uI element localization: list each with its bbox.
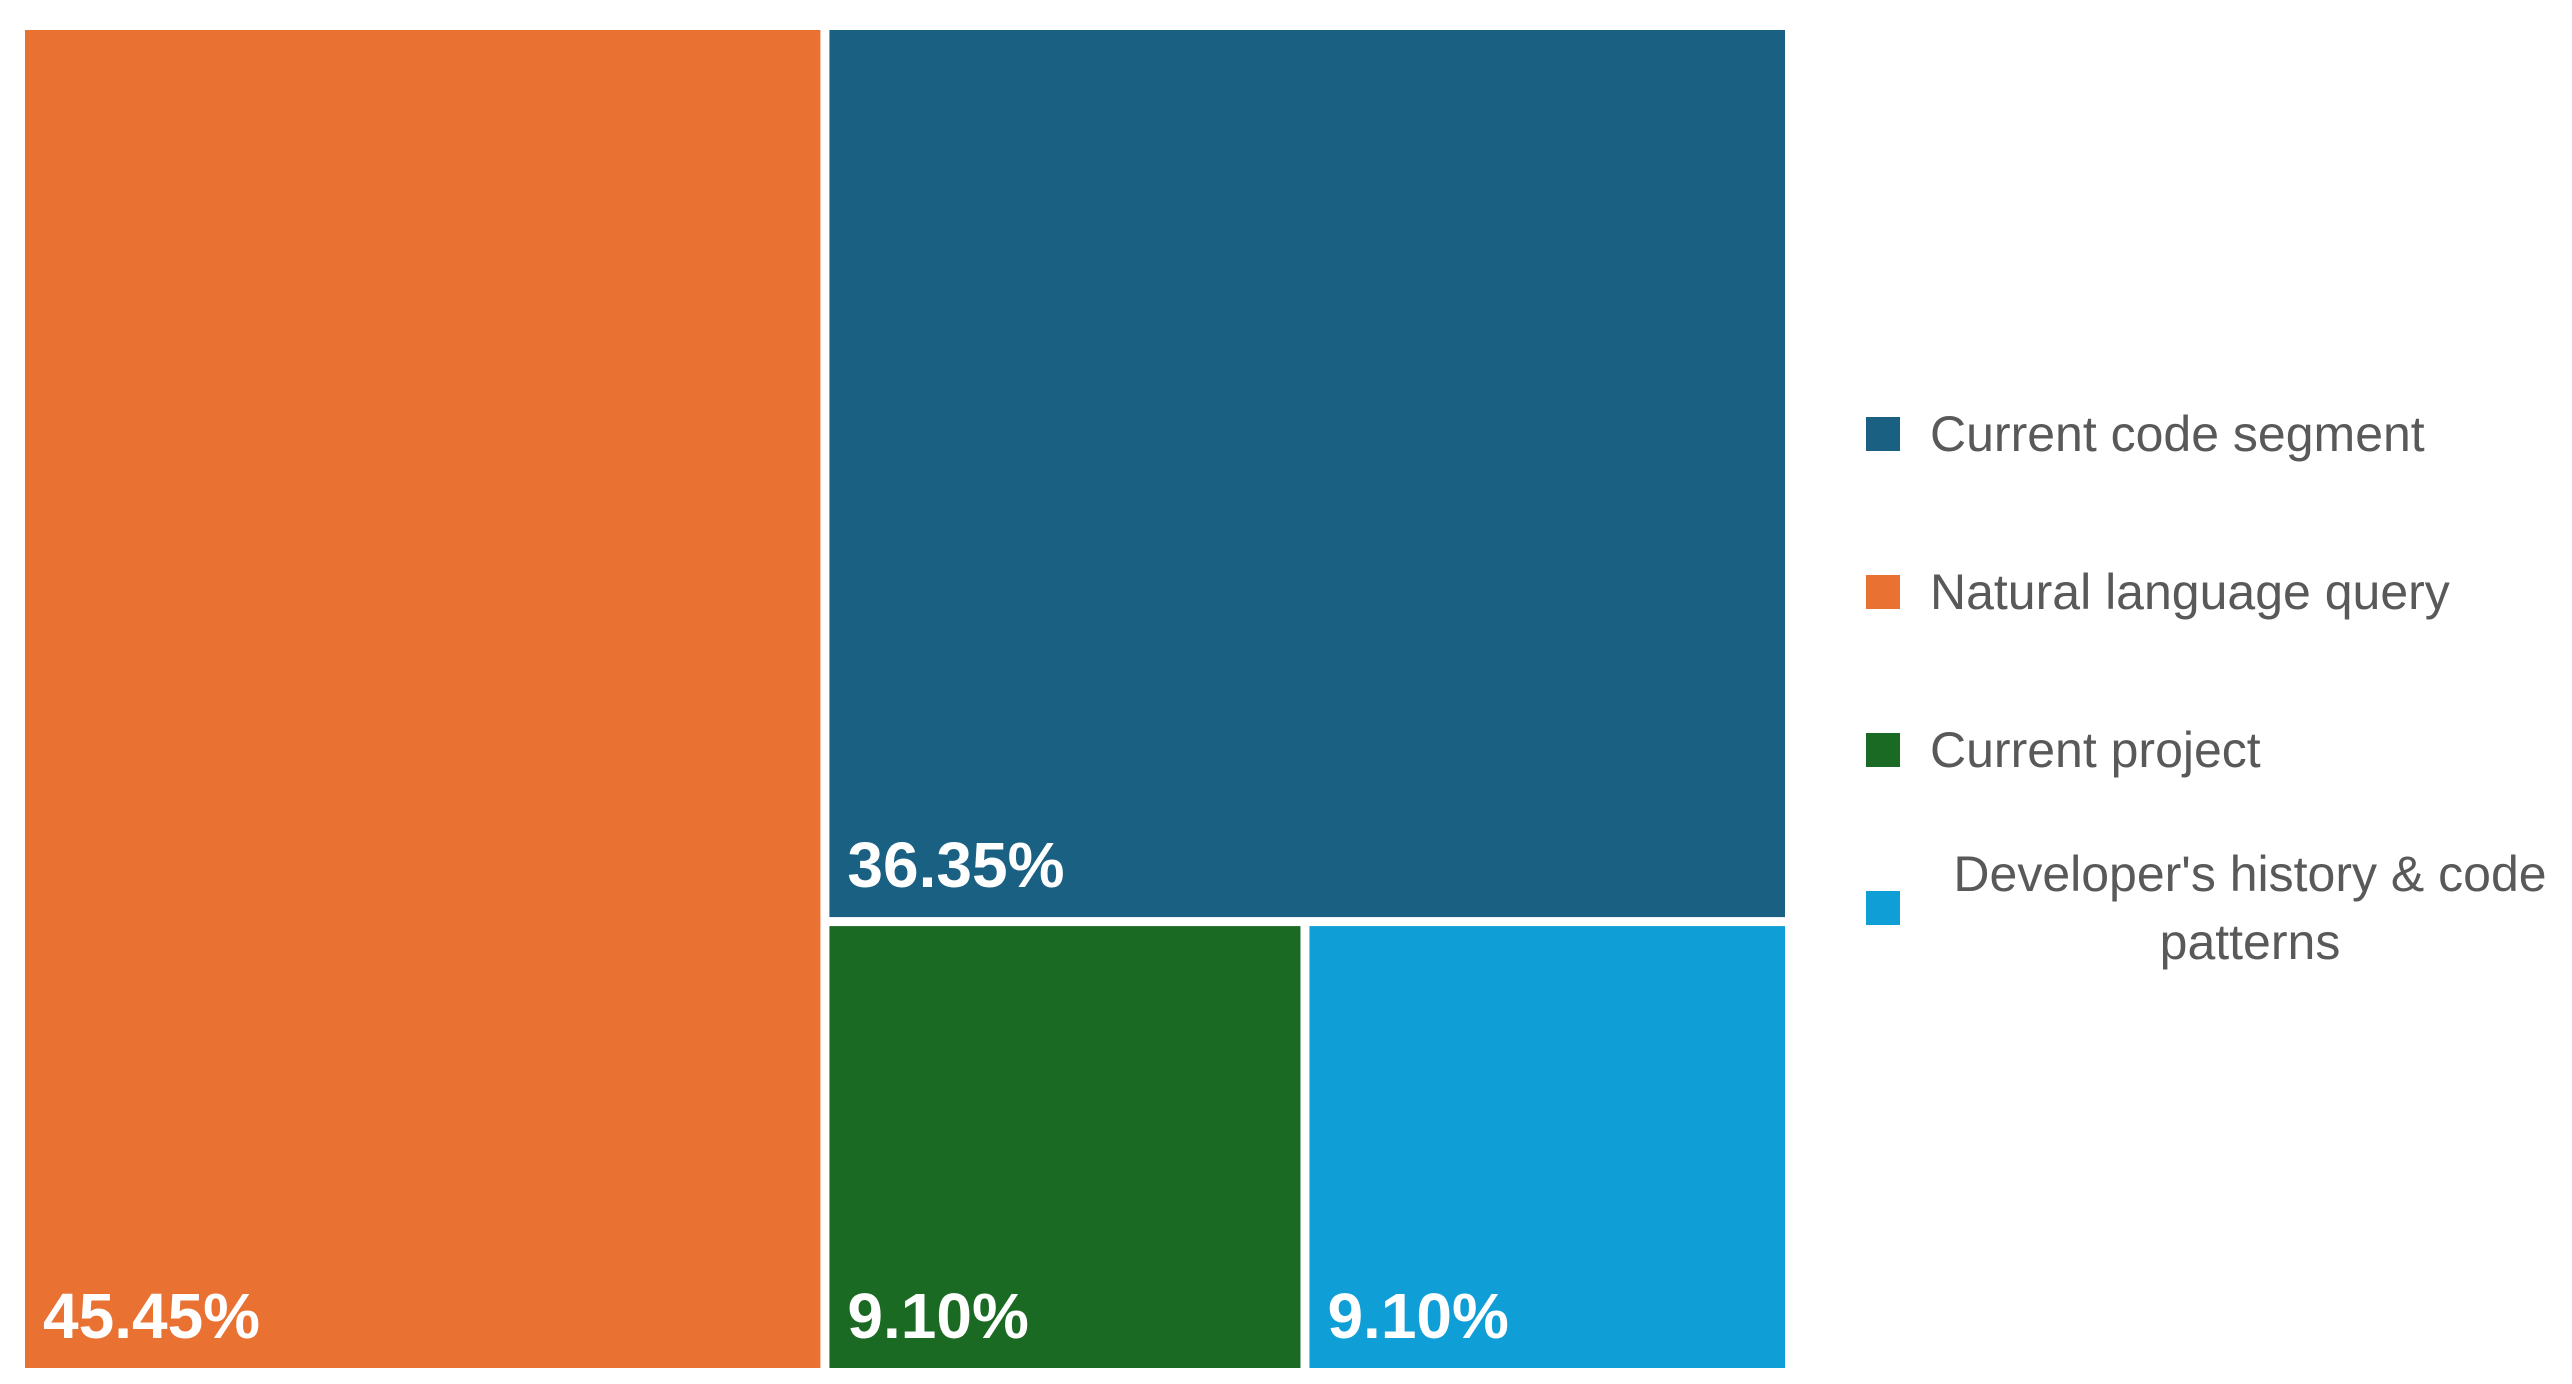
legend-label-current-project: Current project: [1930, 722, 2261, 778]
legend-item-natural-language-query: Natural language query: [1860, 558, 2450, 626]
treemap-data-labels: 45.45% 36.35% 9.10% 9.10%: [43, 829, 1509, 1352]
legend-label-natural-language-query: Natural language query: [1930, 564, 2450, 620]
legend-swatch-current-code-segment: [1866, 417, 1900, 451]
legend-label-developers-history: Developer's history & code patterns: [1953, 846, 2547, 970]
legend-swatch-natural-language-query: [1866, 575, 1900, 609]
tile-current-code-segment: [829, 30, 1785, 918]
data-label-natural-language-query: 45.45%: [43, 1280, 260, 1352]
treemap-tiles: [25, 30, 1785, 1368]
data-label-current-code-segment: 36.35%: [847, 829, 1064, 901]
legend-label-current-code-segment: Current code segment: [1930, 406, 2425, 462]
legend-item-developers-history: Developer's history & code patterns: [1860, 840, 2570, 976]
data-label-current-project: 9.10%: [847, 1280, 1028, 1352]
legend-swatch-current-project: [1866, 733, 1900, 767]
tile-natural-language-query: [25, 30, 821, 1368]
tile-current-project: [829, 926, 1301, 1368]
legend-item-current-code-segment: Current code segment: [1860, 400, 2425, 468]
legend-item-current-project: Current project: [1860, 716, 2261, 784]
legend-swatch-developers-history: [1866, 891, 1900, 925]
tile-developer-s-history-code-patterns: [1309, 926, 1785, 1368]
data-label-developer-s-history-code-patterns: 9.10%: [1327, 1280, 1508, 1352]
